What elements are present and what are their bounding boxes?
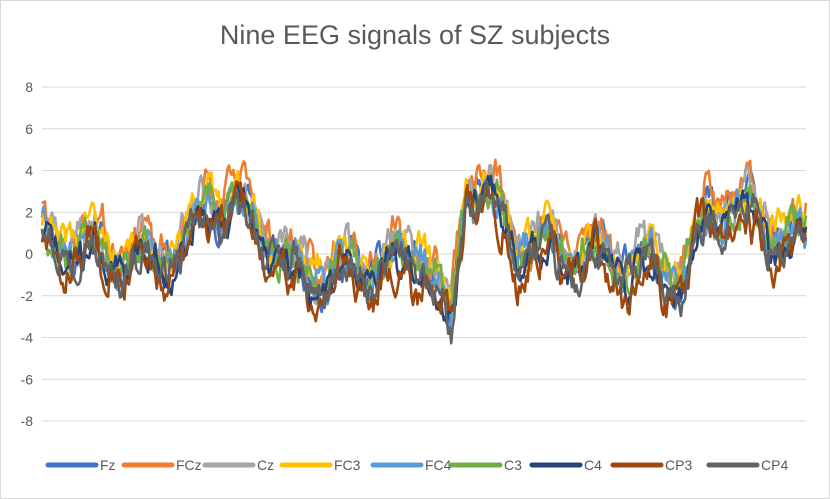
legend-label-fc4: FC4 [425, 457, 452, 473]
legend-label-c4: C4 [584, 457, 602, 473]
y-tick-label: -4 [21, 330, 34, 346]
y-tick-label: 4 [25, 163, 33, 179]
legend-layer: Fz FCz Cz FC3 FC4 C3 C4 CP3 CP4 [45, 457, 788, 473]
legend-label-fcz: FCz [176, 457, 202, 473]
legend-label-cp4: CP4 [761, 457, 788, 473]
y-tick-label: -6 [21, 371, 34, 387]
y-tick-label: 6 [25, 121, 33, 137]
legend-label-fc3: FC3 [334, 457, 361, 473]
chart-title: Nine EEG signals of SZ subjects [219, 20, 611, 50]
y-tick-label: 0 [25, 246, 33, 262]
legend-label-c3: C3 [504, 457, 522, 473]
legend-label-fz: Fz [100, 457, 116, 473]
y-tick-label: 2 [25, 204, 33, 220]
legend-label-cp3: CP3 [665, 457, 692, 473]
y-tick-label: -8 [21, 413, 34, 429]
series-line-cp3 [40, 180, 808, 323]
y-tick-label: 8 [25, 79, 33, 95]
series-line-cp4 [40, 179, 808, 345]
series-layer [40, 158, 808, 345]
legend-label-cz: Cz [257, 457, 274, 473]
y-tick-label: -2 [21, 288, 34, 304]
